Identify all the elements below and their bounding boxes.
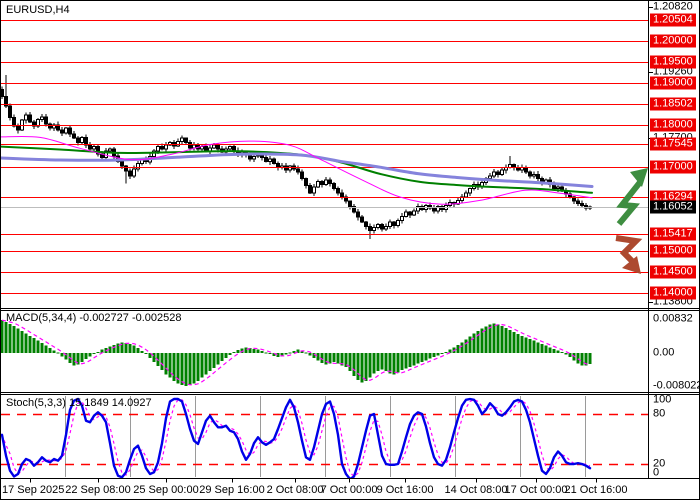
stoch-k-line (1, 397, 592, 478)
macd-indicator-label: MACD(5,34,4) -0.002727 -0.002528 (6, 312, 182, 324)
zigzag-down-arrow[interactable] (615, 235, 643, 266)
ma-slow-purple (1, 152, 594, 188)
main-price-panel (1, 20, 648, 294)
ma-fast-magenta (1, 135, 593, 205)
candles-layer (1, 74, 592, 239)
symbol-timeframe-label: EURUSD,H4 (6, 4, 70, 16)
stoch-indicator-label: Stoch(5,3,3) 15.1849 14.0927 (6, 397, 152, 409)
zigzag-up-arrow[interactable] (616, 179, 644, 226)
stoch-d-line (1, 398, 591, 478)
stoch-panel (1, 396, 648, 478)
up-arrowhead (630, 168, 648, 187)
macd-panel (1, 319, 592, 386)
down-arrowhead (622, 256, 641, 274)
price-level-lines (1, 20, 648, 294)
annotation-arrows (615, 168, 648, 274)
macd-signal-line (1, 319, 591, 386)
